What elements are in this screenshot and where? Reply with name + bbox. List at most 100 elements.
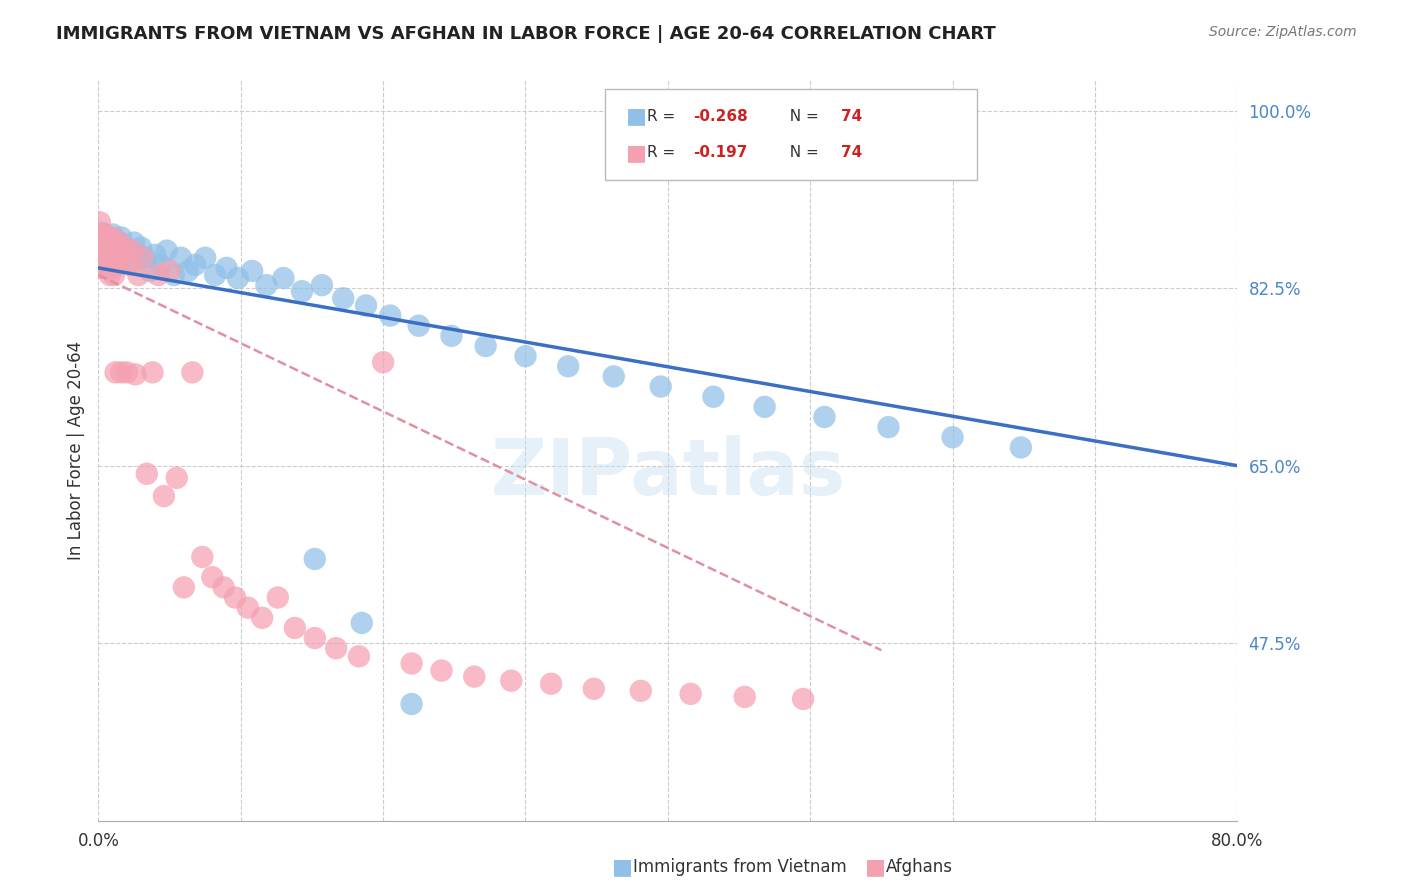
Point [380,309,402,323]
Point [96,256,118,270]
Point [134,251,156,265]
Point [177,264,200,278]
Point [89,244,111,258]
Point [284,621,307,635]
Text: ■: ■ [626,143,647,162]
Point [440,329,463,343]
Point [474,339,496,353]
Point [91,248,114,262]
Text: ZIPatlas: ZIPatlas [491,434,845,511]
Point [96,248,118,262]
Point [108,235,131,250]
Y-axis label: In Labor Force | Age 20-64: In Labor Force | Age 20-64 [66,341,84,560]
Point [650,379,672,393]
Point [91,258,114,272]
Point [702,390,724,404]
Point [250,611,273,625]
Point [148,268,170,282]
Point [103,268,125,282]
Point [582,681,605,696]
Point [90,226,112,240]
Point [194,251,217,265]
Point [204,268,226,282]
Text: 74: 74 [841,145,862,161]
Point [754,400,776,414]
Point [89,230,111,244]
Text: 74: 74 [841,109,862,124]
Point [813,409,835,424]
Point [98,244,121,258]
Point [501,673,523,688]
Point [94,237,117,252]
Point [94,251,117,265]
Point [93,260,115,275]
Point [90,235,112,250]
Point [304,552,326,566]
Point [96,235,118,250]
Point [254,278,277,293]
Point [127,248,149,262]
Point [163,268,186,282]
Point [332,291,354,305]
Point [135,467,157,481]
Point [240,264,263,278]
Point [93,244,115,258]
Point [124,368,146,382]
Point [112,251,135,265]
Point [107,258,129,272]
Point [118,258,141,272]
Point [129,241,152,255]
Point [430,664,453,678]
Point [108,244,131,258]
Point [291,284,314,298]
Point [91,234,114,248]
Point [463,670,485,684]
Point [110,230,132,244]
Point [94,237,117,252]
Point [401,657,423,671]
Point [557,359,579,374]
Point [96,256,118,270]
Point [1010,441,1032,455]
Point [515,349,537,363]
Point [91,248,114,262]
Point [100,260,122,275]
Text: ■: ■ [626,107,647,127]
Point [98,258,121,272]
Point [267,591,290,605]
Text: R =: R = [647,109,681,124]
Point [373,355,395,369]
Point [100,244,122,258]
Point [224,591,246,605]
Point [93,244,115,258]
Point [145,248,167,262]
Point [184,258,207,272]
Point [304,631,326,645]
Point [101,251,124,265]
Point [89,230,111,244]
Point [153,489,176,503]
Point [104,365,127,379]
Point [101,227,124,242]
Point [104,251,127,265]
Point [94,251,117,265]
Point [112,241,135,255]
Text: Immigrants from Vietnam: Immigrants from Vietnam [633,858,846,876]
Point [170,251,193,265]
Point [91,234,114,248]
Point [173,580,195,594]
Point [97,241,120,255]
Point [236,600,259,615]
Point [101,244,124,258]
Text: ■: ■ [865,857,886,877]
Point [121,244,143,258]
Point [131,251,153,265]
Point [97,258,120,272]
Point [354,298,377,312]
Text: N =: N = [780,109,824,124]
Point [90,227,112,242]
Point [630,683,652,698]
Point [90,256,112,270]
Point [942,430,965,444]
Point [98,234,121,248]
